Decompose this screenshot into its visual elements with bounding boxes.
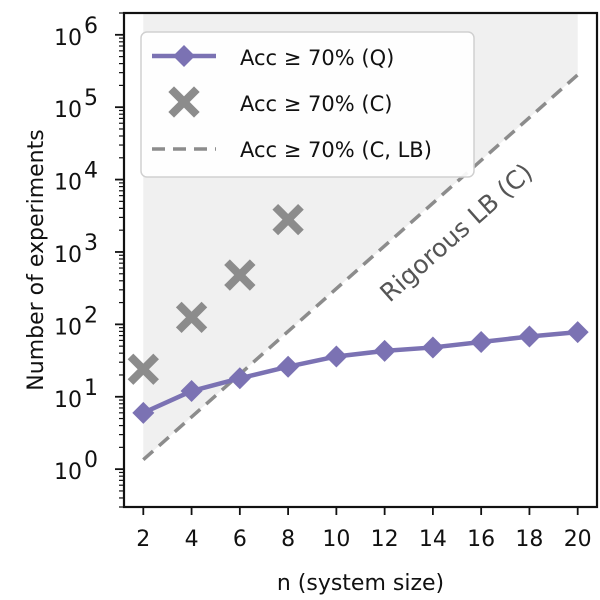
x-tick-label: 2 [136,527,150,552]
y-tick-exponent: 2 [84,303,98,328]
series-layer [127,73,589,462]
legend-label-c: Acc ≥ 70% (C) [240,92,392,116]
y-tick-label: 10 [54,388,82,413]
x-marker-stroke [168,86,200,118]
y-tick-exponent: 0 [84,448,98,473]
y-axis-label: Number of experiments [24,129,49,390]
y-tick-exponent: 5 [84,86,98,111]
classical-point [175,301,208,334]
x-marker-stroke [224,259,256,291]
x-tick-label: 20 [564,527,592,552]
y-tick-label: 10 [54,98,82,123]
classical-point [272,203,304,236]
x-tick-label: 12 [371,527,399,552]
quantum-point [470,331,493,354]
x-tick-label: 14 [419,527,447,552]
quantum-point [180,380,203,403]
quantum-point [518,325,541,348]
y-tick-label: 10 [54,243,82,268]
quantum-point [228,367,251,390]
y-tick-label: 10 [54,26,82,51]
quantum-point [373,339,396,362]
y-tick-exponent: 1 [84,376,98,401]
quantum-point [325,345,348,368]
quantum-point [566,321,589,344]
lower-bound-line [142,73,579,462]
x-marker-stroke [127,353,159,385]
legend-label-c-lb: Acc ≥ 70% (C, LB) [240,138,432,162]
x-marker-stroke [272,203,304,236]
legend-label-q: Acc ≥ 70% (Q) [240,46,394,70]
legend: Acc ≥ 70% (Q) Acc ≥ 70% (C) Acc ≥ 70% (C… [140,31,475,178]
y-tick-exponent: 6 [84,14,98,39]
classical-point [224,259,256,291]
y-tick-exponent: 4 [84,159,98,184]
x-tick-label: 6 [233,527,247,552]
legend-q-diamond [173,45,195,67]
x-axis-label: n (system size) [277,571,444,596]
x-tick-label: 18 [515,527,543,552]
quantum-point [132,401,155,424]
x-tick-label: 4 [185,527,199,552]
x-tick-label: 16 [467,527,495,552]
quantum-point [421,336,444,359]
y-tick-label: 10 [54,315,82,340]
quantum-point [277,355,300,378]
y-tick-label: 10 [54,171,82,196]
x-marker-stroke [175,301,208,334]
legend-handle-c [168,86,200,118]
y-tick-label: 10 [54,460,82,485]
quantum-line [142,329,578,415]
x-tick-label: 10 [322,527,350,552]
legend-frame [140,31,475,178]
legend-handle-q [152,45,216,67]
plot-frame [122,11,599,509]
y-tick-exponent: 3 [84,231,98,256]
x-tick-label: 8 [281,527,295,552]
classical-point [127,353,159,385]
